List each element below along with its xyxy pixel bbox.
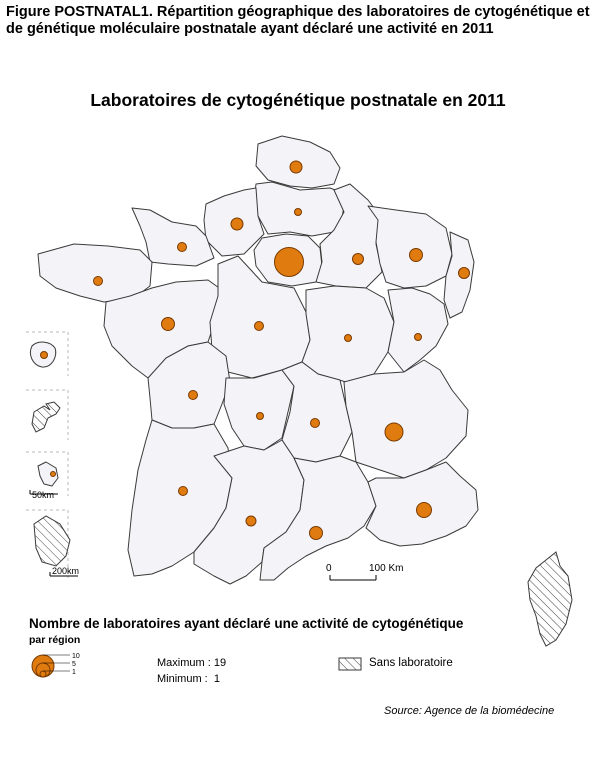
inset-scale-50: 50km — [29, 490, 58, 500]
bubble-languedoc-roussillon — [309, 526, 323, 540]
metropolitan-regions — [37, 135, 479, 585]
figure-caption: Figure POSTNATAL1. Répartition géographi… — [6, 4, 590, 37]
inset-scale-200-label: 200km — [52, 566, 79, 576]
bubble-pays-de-la-loire — [161, 317, 175, 331]
overseas-inset-frames — [26, 331, 69, 578]
scale-100km-label: 100 Km — [369, 563, 403, 574]
bubble-limousin — [256, 412, 264, 420]
bubble-ile-de-france — [274, 247, 304, 277]
bubble-nord-pas-de-calais — [289, 160, 303, 174]
region-franche-comte — [387, 287, 449, 373]
bubble-bourgogne — [344, 334, 352, 342]
bubble-bretagne — [93, 276, 103, 286]
bubble-haute-normandie — [230, 217, 244, 231]
bubble-poitou-charentes — [188, 390, 198, 400]
overseas-territories — [29, 341, 71, 567]
bubble-midi-pyrenees — [245, 515, 257, 527]
bubble-reunion — [40, 351, 48, 359]
legend-bubble-label-10: 10 — [72, 653, 80, 660]
legend-bubble-label-5: 5 — [72, 661, 76, 668]
legend-maximum: Maximum : 19 — [157, 657, 227, 669]
bubble-picardie — [294, 208, 302, 216]
bubble-martinique — [50, 471, 56, 477]
bubble-auvergne — [310, 418, 320, 428]
map-title: Laboratoires de cytogénétique postnatale… — [90, 90, 506, 110]
bubble-champagne-ardenne — [352, 253, 364, 265]
main-scale-bar: 0 100 Km — [326, 563, 403, 581]
legend-bubble-label-1: 1 — [72, 669, 76, 676]
scale-zero-label: 0 — [326, 563, 332, 574]
region-limousin — [223, 369, 295, 451]
region-basse-normandie — [131, 207, 215, 267]
region-lorraine — [367, 205, 453, 289]
source-note: Source: Agence de la biomédecine — [384, 705, 555, 717]
inset-scale-50-label: 50km — [32, 490, 54, 500]
bubble-basse-normandie — [177, 242, 187, 252]
region-rhone-alpes — [343, 359, 469, 479]
bubble-alsace — [458, 267, 470, 279]
inset-scale-200: 200km — [49, 566, 79, 577]
region-bretagne — [37, 243, 153, 303]
region-guyane — [33, 515, 71, 567]
legend-sans-laboratoire-swatch — [338, 657, 362, 671]
legend-bubble-1 — [39, 670, 47, 678]
legend-title: Nombre de laboratoires ayant déclaré une… — [29, 616, 464, 631]
bubble-franche-comte — [414, 333, 422, 341]
bubble-lorraine — [409, 248, 423, 262]
legend-minimum: Minimum : 1 — [157, 673, 220, 685]
legend-bubbles: 10 5 1 — [31, 653, 80, 678]
bubble-paca — [416, 502, 432, 518]
lab-count-bubbles — [40, 160, 470, 540]
bubble-aquitaine — [178, 486, 188, 496]
legend-sans-laboratoire-label: Sans laboratoire — [369, 657, 453, 669]
bubble-centre — [254, 321, 264, 331]
region-martinique — [37, 461, 59, 487]
region-guadeloupe — [31, 401, 61, 433]
region-corse — [527, 551, 573, 647]
legend-subtitle: par région — [29, 634, 81, 646]
region-languedoc-roussillon — [259, 455, 377, 581]
bubble-rhone-alpes — [384, 422, 404, 442]
